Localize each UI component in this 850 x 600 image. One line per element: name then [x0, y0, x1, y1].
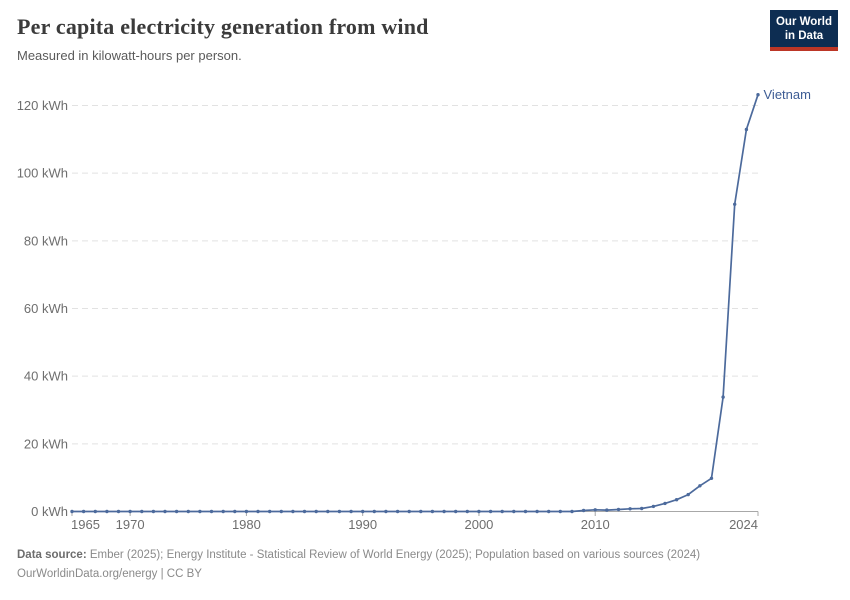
data-point[interactable]	[721, 395, 725, 399]
x-axis-tick-label: 2010	[581, 517, 610, 532]
data-point[interactable]	[221, 509, 225, 514]
chart-subtitle: Measured in kilowatt-hours per person.	[17, 48, 242, 63]
data-point[interactable]	[233, 509, 237, 514]
data-point[interactable]	[268, 509, 272, 514]
owid-logo[interactable]: Our World in Data	[770, 10, 838, 51]
data-point[interactable]	[105, 509, 109, 514]
data-point[interactable]	[442, 509, 446, 514]
data-point[interactable]	[198, 509, 202, 514]
data-point[interactable]	[454, 509, 458, 514]
data-point[interactable]	[279, 509, 283, 514]
data-point[interactable]	[733, 202, 737, 206]
data-point[interactable]	[291, 509, 295, 514]
data-source-text: Ember (2025); Energy Institute - Statist…	[86, 549, 701, 561]
data-point[interactable]	[407, 509, 411, 514]
data-point[interactable]	[314, 509, 318, 514]
chart-footer: Data source: Ember (2025); Energy Instit…	[17, 546, 833, 584]
data-point[interactable]	[581, 508, 586, 513]
series-line-vietnam[interactable]	[71, 93, 759, 513]
data-point[interactable]	[384, 509, 388, 514]
license-line: OurWorldinData.org/energy | CC BY	[17, 568, 202, 580]
data-point[interactable]	[698, 484, 702, 488]
data-point[interactable]	[558, 509, 562, 514]
chart-header: Per capita electricity generation from w…	[17, 14, 429, 63]
data-point[interactable]	[744, 127, 749, 132]
data-point[interactable]	[81, 509, 86, 514]
data-point[interactable]	[186, 509, 190, 514]
data-point[interactable]	[674, 498, 679, 502]
data-point[interactable]	[477, 509, 481, 514]
data-point[interactable]	[93, 509, 98, 514]
data-point[interactable]	[116, 509, 121, 514]
data-point[interactable]	[570, 509, 574, 514]
data-point[interactable]	[663, 501, 667, 506]
data-point[interactable]	[256, 509, 260, 514]
owid-logo-line1: Our World	[775, 16, 832, 28]
data-point[interactable]	[651, 504, 656, 509]
data-point[interactable]	[140, 509, 144, 514]
chart-title: Per capita electricity generation from w…	[17, 14, 429, 39]
data-point[interactable]	[605, 508, 609, 512]
data-source-line: Data source: Ember (2025); Energy Instit…	[17, 546, 833, 565]
y-axis-tick-label: 40 kWh	[24, 369, 68, 384]
y-axis-tick-label: 120 kWh	[17, 98, 68, 113]
data-point[interactable]	[488, 509, 493, 514]
data-point[interactable]	[244, 509, 249, 514]
data-point[interactable]	[535, 509, 539, 514]
data-point[interactable]	[640, 506, 644, 511]
data-point[interactable]	[523, 509, 528, 514]
data-source-label: Data source:	[17, 549, 87, 561]
y-axis-tick-label: 60 kWh	[24, 301, 68, 316]
x-axis-tick-label: 2024	[729, 517, 758, 532]
x-axis-tick-label: 1970	[116, 517, 145, 532]
data-point[interactable]	[128, 509, 132, 514]
data-point[interactable]	[70, 509, 74, 514]
data-point[interactable]	[500, 509, 504, 514]
data-point[interactable]	[349, 509, 353, 514]
y-axis-tick-label: 20 kWh	[24, 436, 68, 451]
data-point[interactable]	[372, 509, 376, 514]
data-point[interactable]	[151, 509, 156, 514]
data-point[interactable]	[709, 476, 714, 480]
y-axis-tick-label: 80 kWh	[24, 233, 68, 248]
data-point[interactable]	[174, 509, 179, 514]
y-axis-tick-label: 0 kWh	[31, 504, 68, 519]
data-point[interactable]	[686, 492, 690, 497]
data-point[interactable]	[395, 509, 400, 514]
data-point[interactable]	[547, 509, 551, 514]
data-point[interactable]	[616, 507, 621, 512]
data-point[interactable]	[756, 93, 760, 97]
x-axis-tick-label: 1980	[232, 517, 261, 532]
data-point[interactable]	[302, 509, 307, 514]
x-axis-tick-label: 2000	[464, 517, 493, 532]
owid-logo-line2: in Data	[784, 30, 824, 42]
data-point[interactable]	[628, 507, 632, 511]
data-point[interactable]	[430, 509, 435, 514]
data-point[interactable]	[465, 509, 469, 514]
data-point[interactable]	[163, 509, 167, 514]
series-label-vietnam[interactable]: Vietnam	[764, 87, 811, 102]
data-point[interactable]	[361, 509, 365, 514]
data-point[interactable]	[337, 509, 342, 514]
data-point[interactable]	[512, 509, 516, 514]
x-axis-tick-label: 1990	[348, 517, 377, 532]
data-point[interactable]	[593, 508, 597, 512]
data-point[interactable]	[326, 509, 330, 514]
y-axis-tick-label: 100 kWh	[17, 166, 68, 181]
data-point[interactable]	[419, 509, 423, 514]
x-axis-tick-label: 1965	[71, 517, 100, 532]
data-point[interactable]	[209, 509, 214, 514]
